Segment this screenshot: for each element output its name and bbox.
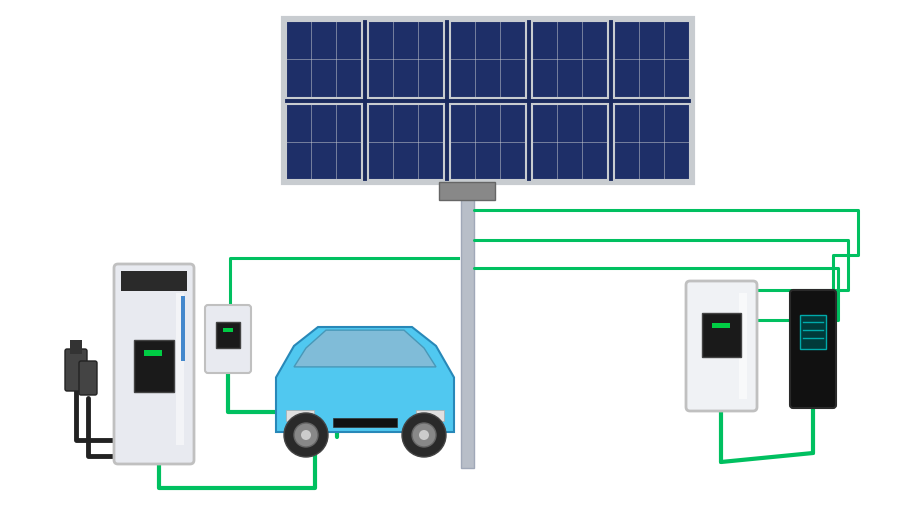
Circle shape — [294, 423, 318, 447]
Bar — [286, 21, 362, 98]
Circle shape — [412, 423, 436, 447]
Bar — [532, 21, 608, 98]
Polygon shape — [276, 327, 454, 432]
Bar — [333, 418, 397, 427]
FancyBboxPatch shape — [114, 264, 194, 464]
Bar — [614, 21, 690, 98]
Bar — [532, 103, 608, 180]
FancyBboxPatch shape — [205, 305, 251, 373]
Bar — [181, 296, 185, 361]
Circle shape — [301, 430, 311, 440]
Bar — [286, 410, 314, 421]
Bar — [216, 322, 240, 348]
Bar — [461, 188, 473, 468]
FancyBboxPatch shape — [65, 349, 87, 391]
Bar — [144, 350, 162, 356]
Circle shape — [402, 413, 446, 457]
Bar — [70, 340, 82, 354]
Bar — [416, 410, 444, 421]
Bar — [286, 103, 362, 180]
Bar — [702, 313, 741, 357]
Polygon shape — [294, 330, 436, 367]
Bar — [283, 18, 693, 183]
Bar — [368, 103, 444, 180]
Bar — [121, 271, 187, 291]
Bar — [439, 182, 495, 200]
Bar — [739, 293, 747, 399]
FancyBboxPatch shape — [790, 290, 836, 408]
FancyBboxPatch shape — [79, 361, 97, 395]
Bar — [614, 103, 690, 180]
Bar — [712, 323, 730, 328]
Bar — [450, 103, 526, 180]
FancyBboxPatch shape — [686, 281, 757, 411]
Bar — [450, 21, 526, 98]
Bar — [134, 340, 174, 392]
Bar — [800, 315, 826, 349]
Bar — [223, 328, 233, 332]
Circle shape — [419, 430, 429, 440]
Bar — [176, 293, 184, 445]
Circle shape — [284, 413, 328, 457]
Bar — [368, 21, 444, 98]
